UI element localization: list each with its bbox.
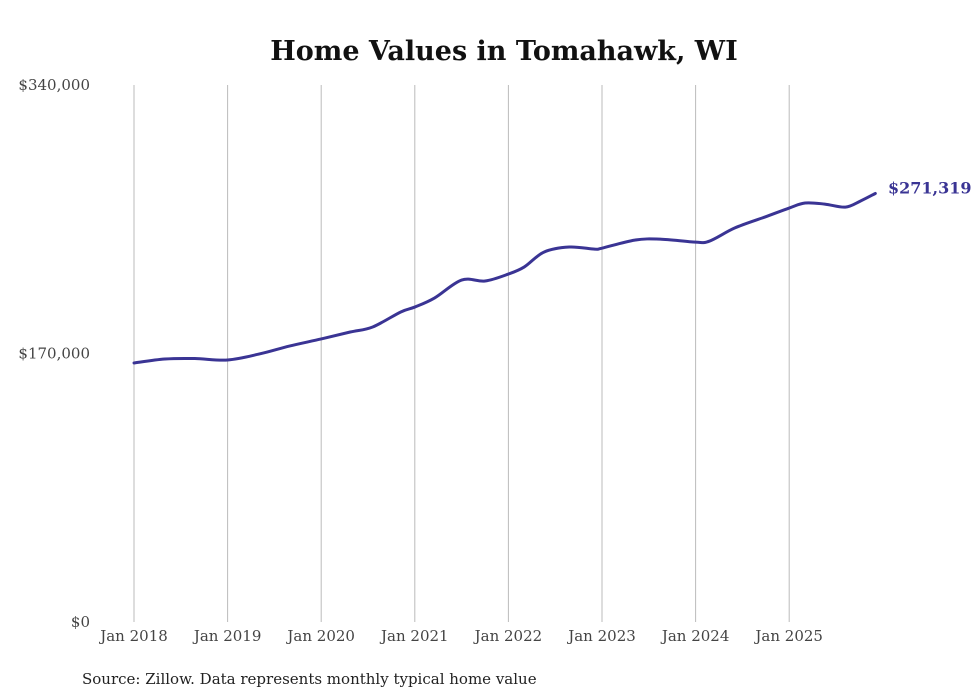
x-tick-label: Jan 2024	[660, 627, 730, 645]
y-tick-label: $170,000	[18, 345, 90, 363]
source-note: Source: Zillow. Data represents monthly …	[82, 670, 537, 688]
series-line-home-value	[132, 191, 877, 365]
x-tick-label: Jan 2021	[379, 627, 449, 645]
y-tick-label: $340,000	[18, 76, 90, 94]
x-tick-label: Jan 2023	[566, 627, 636, 645]
x-tick-label: Jan 2019	[192, 627, 262, 645]
x-tick-label: Jan 2022	[473, 627, 543, 645]
x-tick-label: Jan 2020	[285, 627, 355, 645]
y-tick-label: $0	[71, 613, 90, 631]
x-tick-label: Jan 2018	[98, 627, 168, 645]
x-tick-label: Jan 2025	[753, 627, 823, 645]
chart-title: Home Values in Tomahawk, WI	[270, 36, 737, 67]
end-value-label: $271,319	[888, 178, 972, 197]
